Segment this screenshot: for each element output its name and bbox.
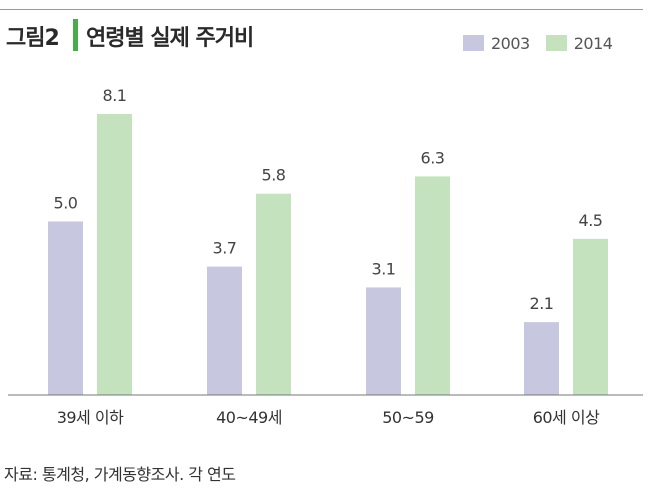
legend-swatch-2003 <box>463 35 484 51</box>
title-accent-bar <box>73 19 78 51</box>
value-label-2003-3: 2.1 <box>530 294 554 313</box>
value-label-2003-1: 3.7 <box>213 239 237 258</box>
category-labels-layer: 39세 이하 40~49세 50~59 60세 이상 <box>57 408 601 427</box>
value-label-2003-0: 5.0 <box>54 194 78 213</box>
bar-2014-1 <box>256 193 291 395</box>
bar-2014-2 <box>415 176 450 395</box>
value-label-2014-0: 8.1 <box>103 86 127 105</box>
category-label-0: 39세 이하 <box>57 408 124 427</box>
bar-2003-3 <box>524 322 559 395</box>
chart-legend: 2003 2014 <box>463 33 628 53</box>
source-note: 자료: 통계청, 가계동향조사. 각 연도 <box>4 465 236 484</box>
bar-2014-0 <box>97 113 132 396</box>
figure-label: 그림2 <box>6 26 60 51</box>
bar-2014-3 <box>573 238 608 395</box>
bar-2003-1 <box>207 266 242 395</box>
bar-2003-2 <box>366 287 401 395</box>
legend-swatch-2014 <box>545 35 567 51</box>
bars-layer <box>48 113 608 396</box>
legend-label-2003: 2003 <box>491 33 530 53</box>
top-rule <box>0 9 643 10</box>
bar-2003-0 <box>48 221 83 395</box>
legend-item-2014: 2014 <box>545 33 613 53</box>
value-label-2014-3: 4.5 <box>579 211 603 230</box>
legend-label-2014: 2014 <box>573 33 613 53</box>
category-label-3: 60세 이상 <box>533 408 600 427</box>
legend-item-2003: 2003 <box>463 34 530 53</box>
value-labels-layer: 5.0 8.1 3.7 5.8 3.1 6.3 2.1 4.5 <box>54 86 603 313</box>
category-label-2: 50~59 <box>382 408 434 427</box>
value-label-2003-2: 3.1 <box>372 259 396 278</box>
chart-title: 연령별 실제 주거비 <box>86 26 254 51</box>
value-label-2014-1: 5.8 <box>262 166 286 185</box>
value-label-2014-2: 6.3 <box>421 148 445 167</box>
category-label-1: 40~49세 <box>216 408 282 427</box>
